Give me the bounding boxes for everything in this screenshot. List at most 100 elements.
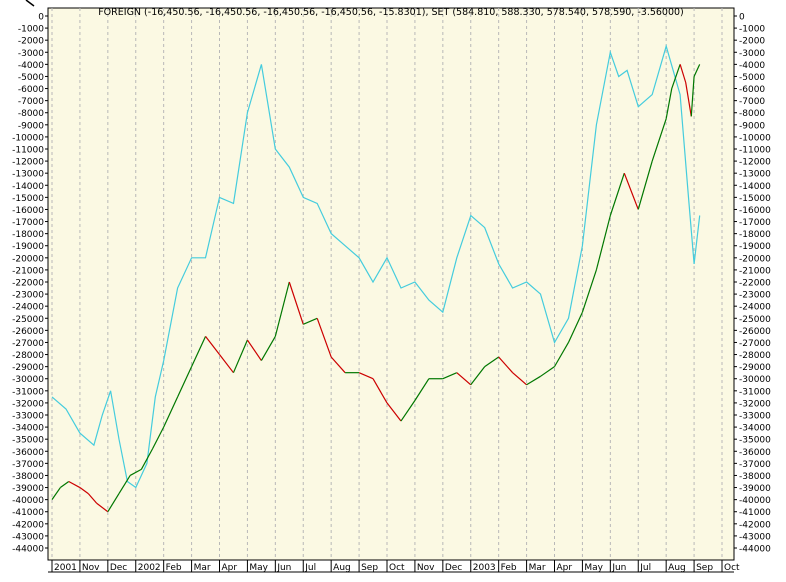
series-foreign-segment xyxy=(685,82,692,117)
x-tick-label: Mar xyxy=(194,563,211,573)
y-tick-label-right: -37000 xyxy=(739,460,771,470)
x-tick-label: Apr xyxy=(222,563,238,573)
x-tick-label: May xyxy=(249,563,268,573)
cursor-mark xyxy=(25,0,35,7)
series-foreign-segment xyxy=(372,378,388,404)
y-tick-label-left: -2000 xyxy=(18,37,44,47)
y-tick-label-left: -20000 xyxy=(12,254,44,264)
series-foreign-segment xyxy=(151,426,165,450)
series-foreign-segment xyxy=(246,339,262,361)
y-tick-label-left: -1000 xyxy=(18,25,44,35)
series-foreign-segment xyxy=(140,448,154,470)
series-foreign-segment xyxy=(400,400,416,422)
x-tick-label: Jul xyxy=(639,563,651,573)
y-tick-label-left: -42000 xyxy=(12,520,44,530)
series-foreign-segment xyxy=(609,172,625,216)
y-tick-label-right: -4000 xyxy=(739,61,765,71)
y-tick-label-right: -29000 xyxy=(739,363,771,373)
y-tick-label-left: -32000 xyxy=(12,399,44,409)
y-axis: 0 0 -1000 -1000 -2000 -2000 -3000 -3000 -4000 -40… xyxy=(12,13,771,555)
series-foreign-segment xyxy=(68,480,81,489)
y-tick-label-left: -12000 xyxy=(12,158,44,168)
y-tick-label-left: -21000 xyxy=(12,266,44,276)
series-foreign-segment xyxy=(526,375,541,386)
y-tick-label-right: -26000 xyxy=(739,327,771,337)
y-tick-label-left: -9000 xyxy=(18,121,44,131)
series-foreign-segment xyxy=(414,378,430,401)
x-tick-label: Apr xyxy=(557,563,573,573)
y-tick-label-left: -26000 xyxy=(12,327,44,337)
y-tick-label-left: -14000 xyxy=(12,182,44,192)
x-tick-label: May xyxy=(584,563,603,573)
y-tick-label-left: -22000 xyxy=(12,279,44,289)
y-tick-label-right: -19000 xyxy=(739,242,771,252)
y-tick-label-left: -10000 xyxy=(12,133,44,143)
grid xyxy=(51,8,723,560)
y-tick-label-right: -44000 xyxy=(739,545,771,555)
series-foreign-segment xyxy=(540,366,555,377)
y-tick-label-right: -1000 xyxy=(739,25,765,35)
y-tick-label-right: -18000 xyxy=(739,230,771,240)
y-tick-label-right: -36000 xyxy=(739,448,771,458)
y-tick-label-left: -11000 xyxy=(12,146,44,156)
x-tick-label: Aug xyxy=(668,563,686,573)
y-tick-label-right: -30000 xyxy=(739,375,771,385)
series-foreign-segment xyxy=(665,88,673,119)
series-foreign-segment xyxy=(191,336,207,367)
series-foreign-segment xyxy=(553,342,569,367)
y-tick-label-left: -15000 xyxy=(12,194,44,204)
y-tick-label-left: -39000 xyxy=(12,484,44,494)
series-foreign-segment xyxy=(358,372,374,380)
x-tick-label: Feb xyxy=(501,563,517,573)
series-foreign-segment xyxy=(288,281,304,325)
y-tick-label-left: -40000 xyxy=(12,496,44,506)
y-tick-label-right: -14000 xyxy=(739,182,771,192)
x-tick-label: 2003 xyxy=(473,563,496,573)
y-tick-label-right: -3000 xyxy=(739,49,765,59)
series-foreign-segment xyxy=(79,487,89,495)
series-foreign-segment xyxy=(129,468,142,476)
x-tick-label: Nov xyxy=(417,563,435,573)
y-tick-label-left: -33000 xyxy=(12,412,44,422)
y-tick-label-right: -12000 xyxy=(739,158,771,168)
y-tick-label-left: -17000 xyxy=(12,218,44,228)
x-tick-label: 2001 xyxy=(54,563,77,573)
y-tick-label-right: -20000 xyxy=(739,254,771,264)
series-foreign-segment xyxy=(260,336,276,361)
series-group xyxy=(51,44,701,513)
series-foreign-segment xyxy=(567,311,583,343)
x-tick-label: Oct xyxy=(389,563,405,573)
y-tick-label-right: 0 xyxy=(739,13,745,23)
series-foreign-segment xyxy=(595,215,611,271)
y-tick-label-right: -8000 xyxy=(739,109,765,119)
y-tick-label-right: -33000 xyxy=(739,412,771,422)
y-tick-label-right: -43000 xyxy=(739,532,771,542)
y-tick-label-left: -18000 xyxy=(12,230,44,240)
series-foreign-segment xyxy=(96,502,109,513)
y-tick-label-right: -16000 xyxy=(739,206,771,216)
x-tick-label: Sep xyxy=(361,563,378,573)
series-set-line xyxy=(51,44,701,489)
series-foreign-segment xyxy=(690,76,695,117)
y-tick-label-left: -43000 xyxy=(12,532,44,542)
chart-title: FOREIGN (-16,450.56, -16,450.56, -16,450… xyxy=(98,7,684,18)
series-foreign-segment xyxy=(51,487,61,500)
series-foreign-segment xyxy=(581,269,597,313)
y-tick-label-left: -19000 xyxy=(12,242,44,252)
y-tick-label-right: -2000 xyxy=(739,37,765,47)
series-foreign-segment xyxy=(651,118,667,162)
x-tick-label: Dec xyxy=(445,563,462,573)
x-tick-label: Jul xyxy=(304,563,316,573)
y-tick-label-right: -11000 xyxy=(739,146,771,156)
series-foreign-segment xyxy=(303,317,318,325)
series-foreign-segment xyxy=(386,402,402,422)
y-tick-label-left: -37000 xyxy=(12,460,44,470)
y-tick-label-right: -35000 xyxy=(739,436,771,446)
series-foreign-segment xyxy=(442,372,458,380)
series-foreign-segment xyxy=(637,160,653,210)
x-tick-label: Oct xyxy=(724,563,740,573)
y-tick-label-left: -44000 xyxy=(12,545,44,555)
x-tick-label: Nov xyxy=(82,563,100,573)
series-foreign-segment xyxy=(177,366,193,398)
